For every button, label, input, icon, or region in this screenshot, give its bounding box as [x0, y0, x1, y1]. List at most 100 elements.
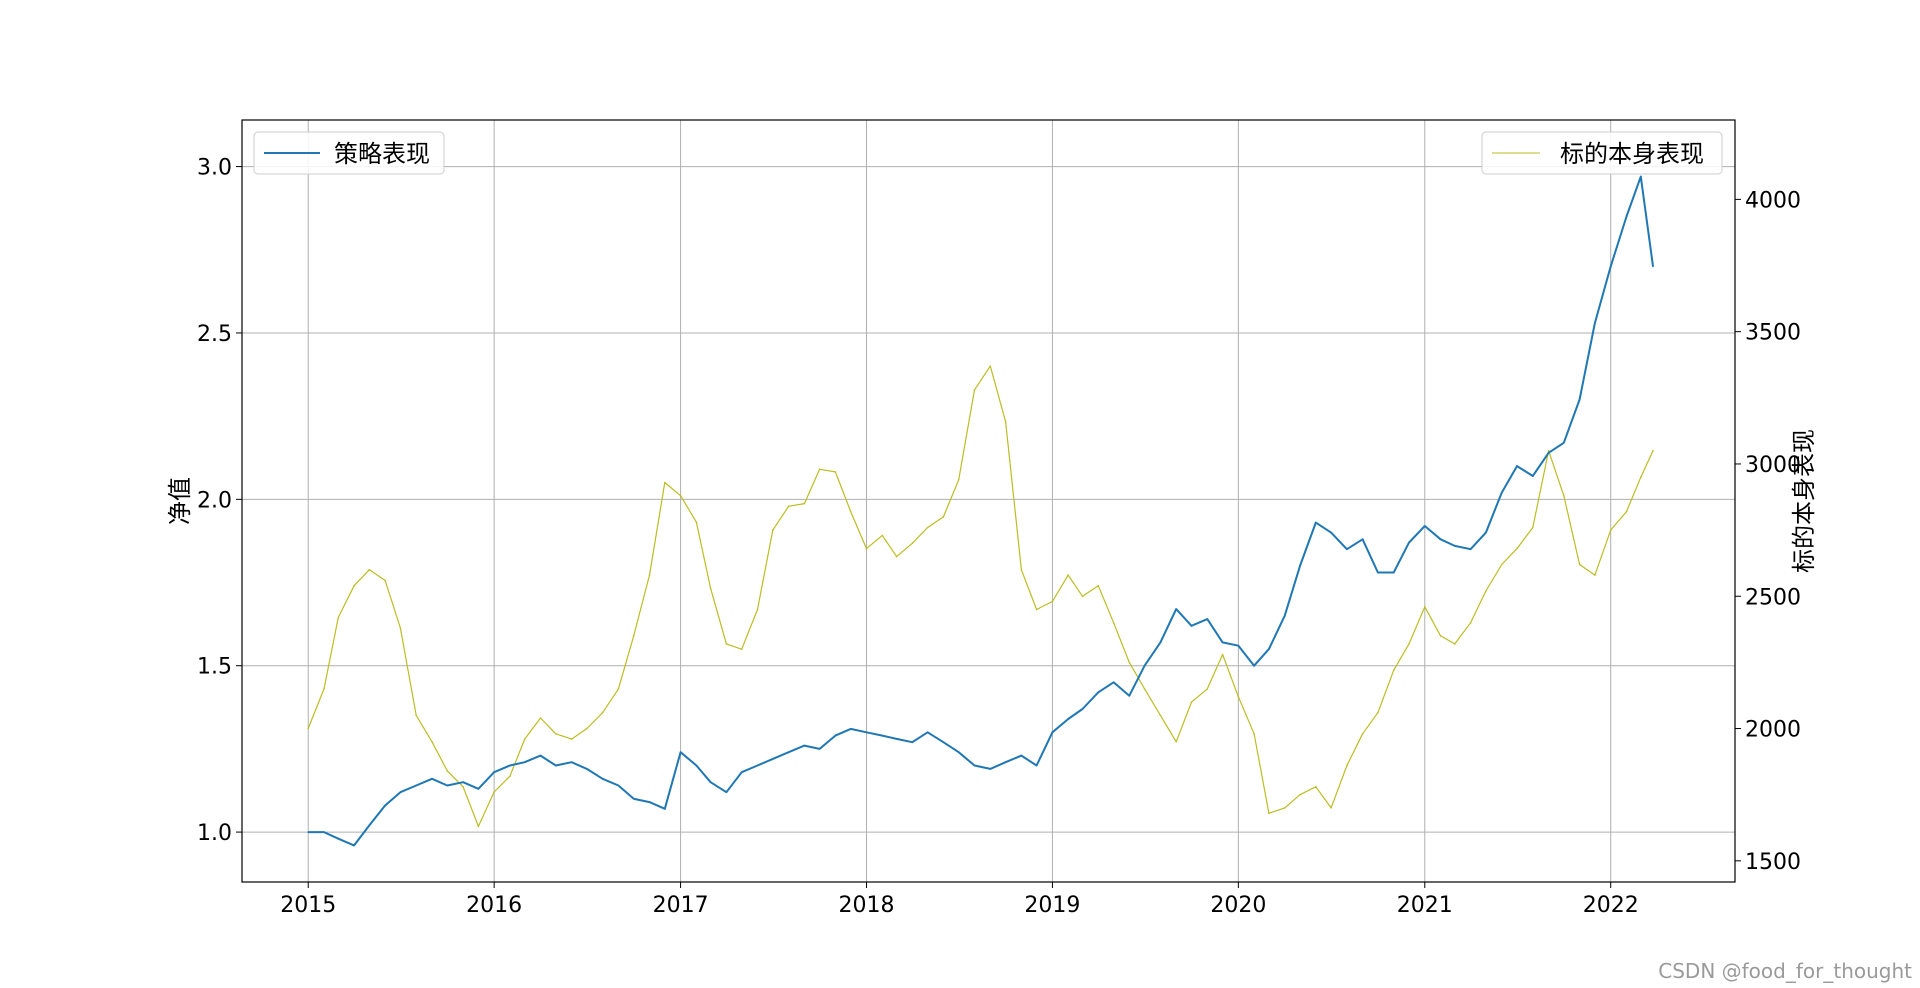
underlying-point: [849, 510, 852, 513]
underlying-point: [337, 616, 340, 619]
plot-frame: [241, 119, 1736, 883]
underlying-point: [1563, 494, 1565, 497]
strategy-point: [323, 831, 325, 833]
strategy-point: [1516, 465, 1518, 467]
underlying-point: [570, 738, 573, 740]
legend-right-box: [1481, 131, 1723, 175]
strategy-point: [1625, 215, 1628, 218]
strategy-point: [1500, 491, 1503, 494]
strategy-point: [1299, 565, 1301, 567]
underlying-point: [834, 471, 837, 473]
strategy-point: [617, 784, 620, 787]
underlying-point: [818, 468, 821, 471]
underlying-point: [1221, 653, 1224, 656]
underlying-point: [1500, 563, 1503, 566]
strategy-point: [1532, 475, 1534, 477]
underlying-point: [1268, 812, 1270, 814]
x-tick-label: 2018: [839, 893, 895, 918]
strategy-point: [555, 764, 557, 767]
strategy-point: [1408, 541, 1410, 544]
underlying-point: [415, 714, 418, 717]
underlying-point: [431, 741, 433, 743]
strategy-point: [1454, 545, 1456, 547]
strategy-point: [1190, 625, 1193, 627]
underlying-point: [865, 547, 868, 550]
underlying-point: [1485, 590, 1487, 592]
strategy-point: [881, 734, 884, 737]
legend-left-label: 策略表现: [334, 140, 430, 168]
underlying-point: [1315, 786, 1317, 788]
x-tick-label: 2020: [1210, 893, 1266, 918]
underlying-point: [1361, 733, 1364, 735]
strategy-point: [1035, 764, 1038, 767]
underlying-point: [323, 688, 325, 690]
strategy-point: [1640, 175, 1642, 178]
strategy-point: [911, 741, 914, 743]
strategy-point: [477, 788, 480, 790]
strategy-point: [1547, 452, 1550, 454]
strategy-point: [368, 824, 371, 827]
strategy-point: [570, 761, 573, 763]
strategy-point: [664, 808, 666, 810]
underlying-point: [1159, 714, 1162, 717]
underlying-point: [1020, 569, 1023, 571]
strategy-point: [1283, 615, 1286, 617]
legend-left-box: [253, 131, 445, 175]
underlying-point: [911, 542, 914, 545]
strategy-point: [1067, 718, 1069, 720]
underlying-point: [803, 502, 806, 505]
underlying-point: [477, 825, 480, 828]
underlying-point: [973, 389, 976, 391]
strategy-point: [725, 791, 728, 793]
strategy-point: [1361, 538, 1364, 541]
underlying-point: [1097, 584, 1100, 587]
underlying-point: [601, 711, 604, 714]
strategy-point: [1652, 265, 1654, 268]
underlying-point: [539, 717, 542, 719]
strategy-point: [1159, 641, 1162, 644]
y-left-tick-label: 1.5: [197, 655, 232, 680]
underlying-point: [1609, 529, 1612, 531]
strategy-point: [1051, 731, 1054, 734]
y-left-tick-label: 2.0: [197, 488, 232, 513]
underlying-point: [1067, 574, 1069, 576]
underlying-point: [1547, 449, 1550, 452]
x-tick-label: 2019: [1024, 893, 1080, 918]
strategy-point: [865, 731, 868, 734]
underlying-point: [1190, 701, 1193, 703]
underlying-point: [756, 608, 759, 611]
underlying-point: [1175, 741, 1177, 743]
underlying-point: [1143, 688, 1146, 690]
legend-right: 标的本身表现: [1481, 131, 1723, 175]
underlying-point: [1625, 510, 1628, 513]
strategy-point: [695, 764, 698, 767]
strategy-point: [756, 764, 759, 767]
underlying-point: [1081, 595, 1084, 598]
y-right-tick-label: 4000: [1745, 188, 1801, 213]
strategy-point: [818, 748, 821, 750]
underlying-point: [1652, 449, 1654, 452]
underlying-point: [1594, 574, 1596, 576]
strategy-point: [415, 784, 418, 787]
strategy-point: [1253, 664, 1255, 667]
strategy-point: [399, 791, 402, 793]
strategy-point: [523, 761, 526, 763]
underlying-point: [740, 648, 743, 650]
strategy-point: [337, 837, 340, 840]
strategy-point: [509, 764, 511, 767]
y-right-tick-label: 3500: [1745, 321, 1801, 346]
strategy-point: [740, 771, 743, 773]
strategy-point: [1485, 531, 1487, 534]
underlying-point: [493, 791, 495, 793]
underlying-point: [1253, 733, 1255, 735]
underlying-point: [1640, 476, 1642, 479]
strategy-point: [1237, 644, 1240, 647]
strategy-point: [957, 751, 960, 753]
underlying-point: [1283, 807, 1286, 809]
strategy-point: [1112, 681, 1115, 684]
underlying-point: [1424, 606, 1426, 608]
strategy-point: [1081, 708, 1084, 710]
series-line-underlying: [307, 365, 1654, 827]
strategy-point: [586, 768, 588, 770]
underlying-point: [1051, 600, 1054, 603]
